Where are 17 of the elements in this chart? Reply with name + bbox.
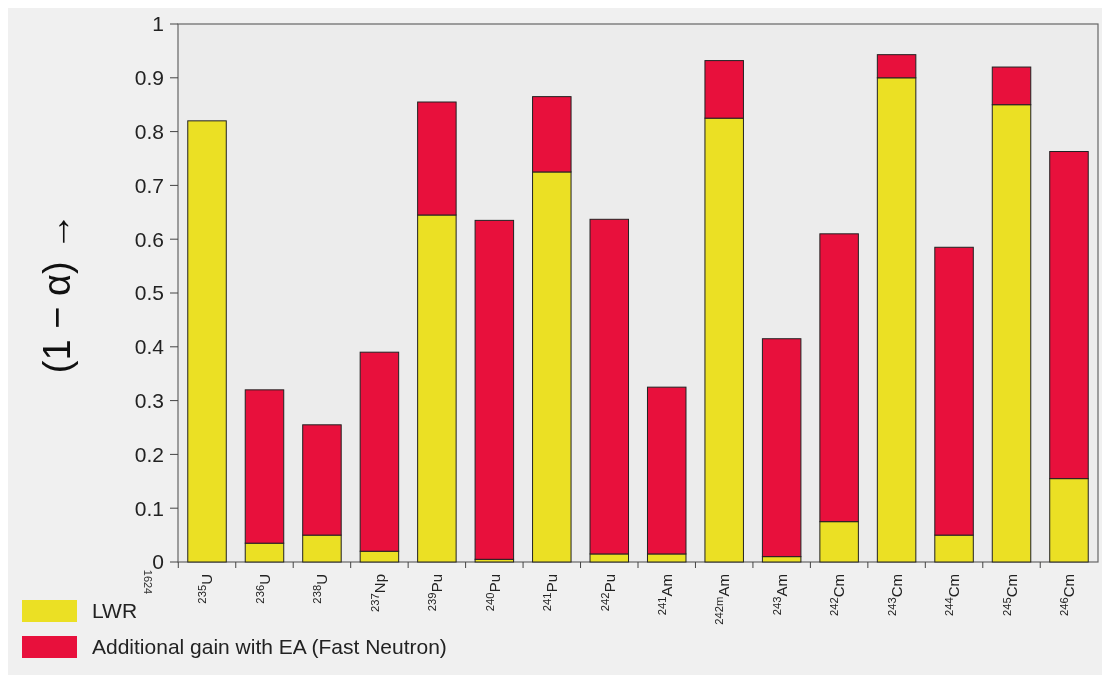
- legend-label: LWR: [92, 599, 138, 623]
- y-tick-label: 0.8: [134, 119, 164, 143]
- legend-label: Additional gain with EA (Fast Neutron): [92, 635, 447, 659]
- text: 1624: [142, 569, 155, 595]
- y-tick-label: 0.6: [134, 227, 164, 251]
- y-tick-label: 0.7: [134, 173, 164, 197]
- bar: [474, 219, 515, 560]
- y-tick-label: 0.1: [134, 496, 164, 520]
- y-tick-label: 0.9: [134, 66, 164, 90]
- y-tick-label: 1: [152, 12, 164, 36]
- y-tick-label: 0: [152, 550, 164, 574]
- y-axis-title: (1 − α) →: [36, 212, 78, 374]
- y-tick-label: 0.3: [134, 388, 164, 412]
- y-tick-label: 0.4: [134, 335, 165, 359]
- bar: [187, 120, 227, 563]
- y-tick-label: 0.2: [134, 442, 164, 466]
- y-tick-label: 0.5: [134, 281, 164, 305]
